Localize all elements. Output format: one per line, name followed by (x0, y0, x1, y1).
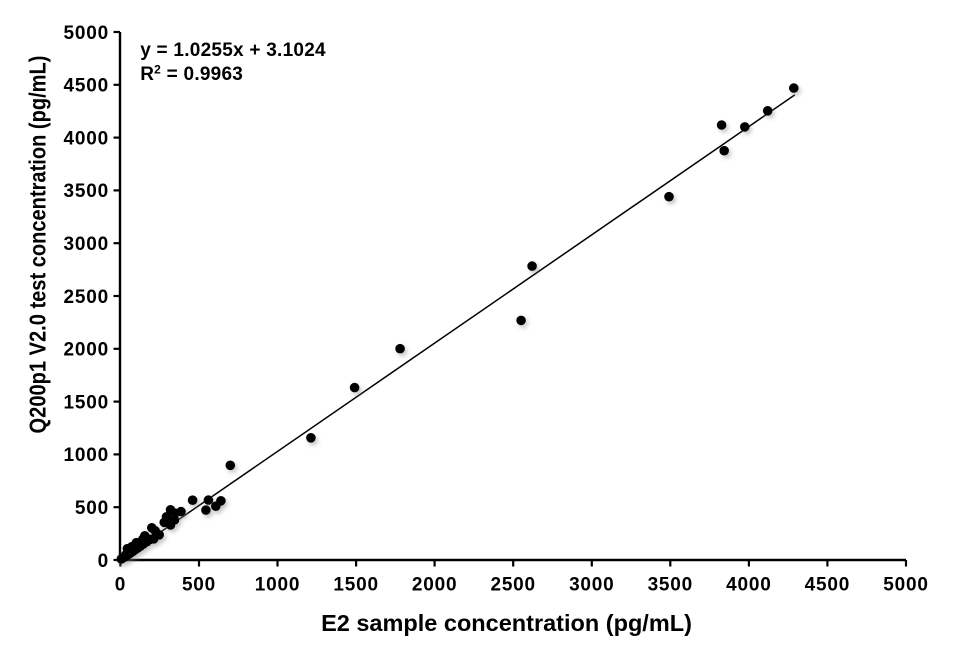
svg-text:0: 0 (98, 551, 109, 572)
svg-text:1000: 1000 (64, 445, 109, 466)
svg-text:R2 = 0.9963: R2 = 0.9963 (140, 62, 243, 85)
svg-text:E2 sample concentration (pg/mL: E2 sample concentration (pg/mL) (321, 610, 692, 636)
svg-text:2000: 2000 (64, 340, 109, 361)
svg-text:4000: 4000 (64, 128, 109, 149)
svg-text:Q200p1 V2.0 test concentration: Q200p1 V2.0 test concentration (pg/mL) (24, 56, 51, 434)
svg-text:2000: 2000 (412, 575, 457, 596)
svg-text:5000: 5000 (883, 575, 928, 596)
svg-text:4500: 4500 (805, 575, 850, 596)
svg-text:4000: 4000 (726, 575, 771, 596)
svg-text:500: 500 (75, 498, 109, 519)
svg-text:1500: 1500 (64, 392, 109, 413)
svg-text:5000: 5000 (64, 23, 109, 44)
svg-text:1500: 1500 (333, 575, 378, 596)
svg-text:0: 0 (115, 575, 126, 596)
svg-text:3500: 3500 (64, 181, 109, 202)
svg-text:3500: 3500 (648, 575, 693, 596)
svg-text:2500: 2500 (64, 287, 109, 308)
svg-text:2500: 2500 (490, 575, 535, 596)
svg-text:y = 1.0255x + 3.1024: y = 1.0255x + 3.1024 (140, 40, 326, 61)
svg-text:500: 500 (182, 575, 216, 596)
svg-text:1000: 1000 (255, 575, 300, 596)
svg-text:4500: 4500 (64, 76, 109, 97)
svg-text:3000: 3000 (64, 234, 109, 255)
svg-text:3000: 3000 (569, 575, 614, 596)
